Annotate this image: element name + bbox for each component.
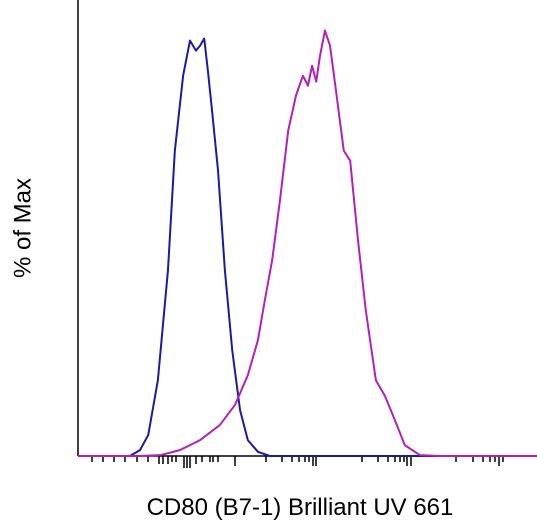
histogram-line — [78, 29, 537, 457]
histogram-line — [78, 37, 537, 457]
x-axis-ticks — [91, 456, 504, 468]
y-axis-label: % of Max — [9, 178, 36, 278]
x-axis-label: CD80 (B7-1) Brilliant UV 661 — [147, 494, 454, 521]
